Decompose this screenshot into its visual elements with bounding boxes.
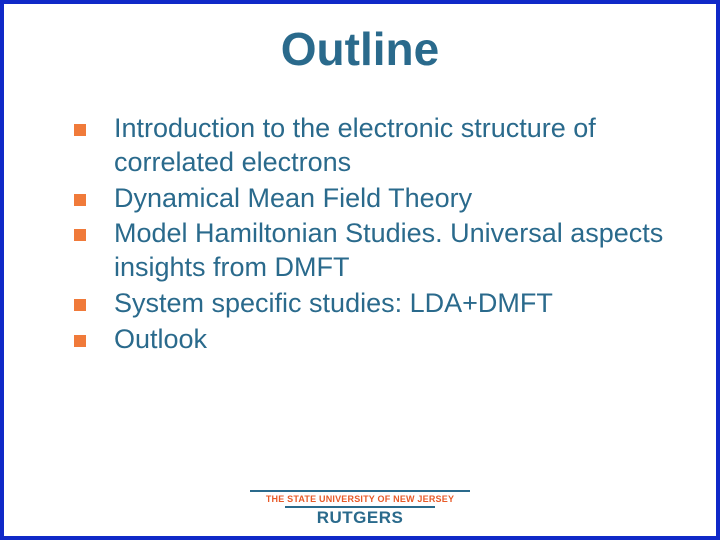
bullet-item: Model Hamiltonian Studies. Universal asp… [74,217,676,285]
square-bullet-icon [74,299,86,311]
footer-small-text: THE STATE UNIVERSITY OF NEW JERSEY [4,494,716,504]
bullet-text: Outlook [114,323,676,357]
square-bullet-icon [74,335,86,347]
bullet-item: Dynamical Mean Field Theory [74,182,676,216]
bullet-list: Introduction to the electronic structure… [4,112,716,356]
bullet-item: System specific studies: LDA+DMFT [74,287,676,321]
bullet-text: Model Hamiltonian Studies. Universal asp… [114,217,676,285]
bullet-item: Outlook [74,323,676,357]
slide-title: Outline [4,22,716,76]
footer-rule-top [250,490,470,492]
bullet-text: System specific studies: LDA+DMFT [114,287,676,321]
square-bullet-icon [74,124,86,136]
footer: THE STATE UNIVERSITY OF NEW JERSEY RUTGE… [4,490,716,528]
bullet-text: Dynamical Mean Field Theory [114,182,676,216]
footer-big-text: RUTGERS [4,508,716,528]
bullet-item: Introduction to the electronic structure… [74,112,676,180]
square-bullet-icon [74,229,86,241]
square-bullet-icon [74,194,86,206]
bullet-text: Introduction to the electronic structure… [114,112,676,180]
slide: Outline Introduction to the electronic s… [0,0,720,540]
